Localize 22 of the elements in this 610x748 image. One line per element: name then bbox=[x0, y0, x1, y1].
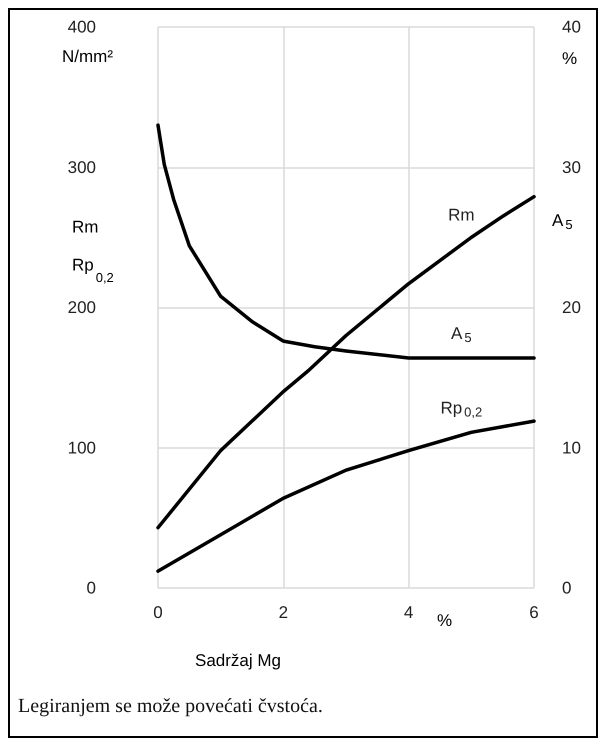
y-tick-label: 100 bbox=[68, 438, 96, 458]
text: % bbox=[562, 49, 578, 68]
x-axis-title: Sadržaj Mg bbox=[195, 651, 281, 670]
x-tick-label: 6 bbox=[529, 603, 539, 622]
text: Legiranjem se može povećati čvstoća. bbox=[18, 695, 323, 717]
text: N/mm² bbox=[62, 47, 114, 66]
y-tick-label: 300 bbox=[68, 158, 96, 177]
y2-tick-label: 20 bbox=[562, 298, 581, 317]
y-tick-label: 200 bbox=[68, 298, 96, 317]
text: % bbox=[437, 611, 452, 630]
y2-tick-label: 10 bbox=[562, 438, 581, 458]
y-tick-label: 400 bbox=[68, 18, 96, 36]
y-tick-label: 0 bbox=[86, 578, 96, 598]
y-axis-title: Rm Rp0,2 bbox=[72, 218, 114, 285]
y2-tick-label: 40 bbox=[562, 18, 581, 36]
y2-tick-label: 30 bbox=[562, 158, 581, 177]
x-tick-label: 4 bbox=[404, 603, 414, 622]
line-series bbox=[156, 419, 536, 573]
y2-tick-label: 0 bbox=[562, 578, 572, 598]
x-tick-label: 2 bbox=[278, 603, 288, 622]
x-tick-label: 0 bbox=[153, 603, 163, 622]
series-label: Rm bbox=[448, 205, 475, 224]
